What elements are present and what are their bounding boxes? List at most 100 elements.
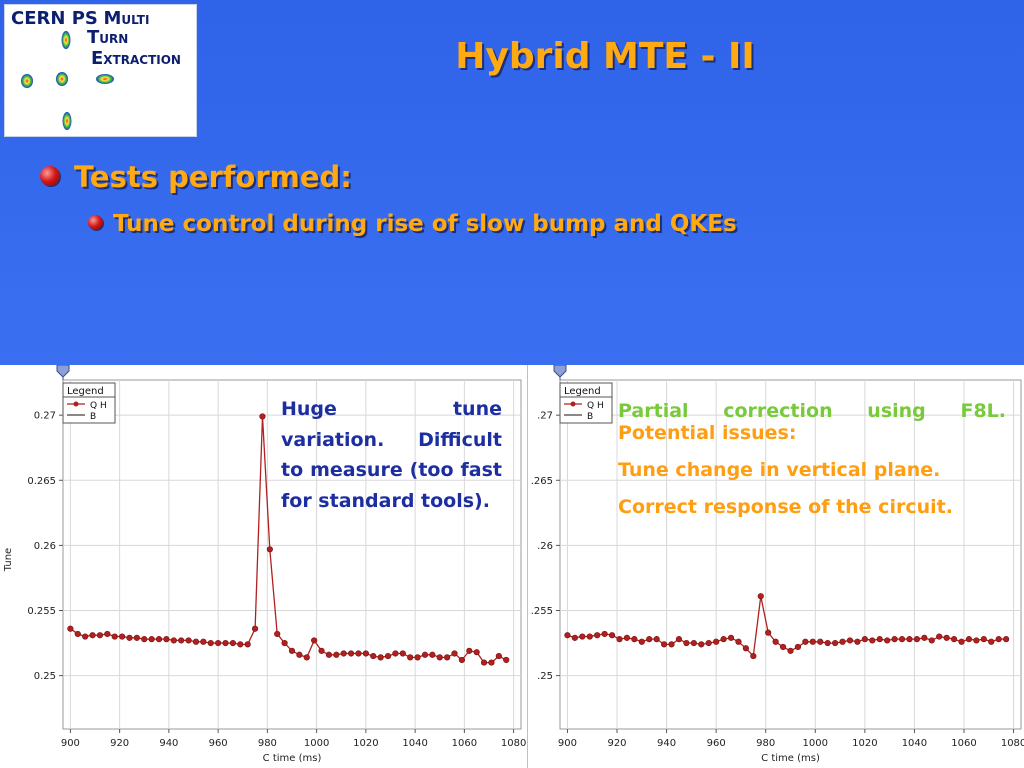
data-point [318, 647, 325, 654]
data-point [750, 652, 757, 660]
y-tick-label: 0.255 [27, 606, 56, 617]
data-point [126, 634, 133, 641]
data-point [675, 636, 683, 643]
chart-panel-left: 900 920 940 960 980 1000 1020 1040 1060 1080 0.25 0… [0, 365, 527, 768]
data-point [921, 634, 928, 641]
plot-area [62, 379, 522, 730]
logo-m: M [103, 8, 122, 29]
data-point [608, 632, 616, 639]
x-tick-label: 940 [657, 738, 676, 749]
data-point [958, 638, 965, 645]
data-point [765, 629, 772, 636]
legend-title: Legend [67, 386, 104, 397]
data-point [141, 636, 148, 643]
data-point [266, 546, 273, 553]
y-tick-label: .27 [537, 411, 553, 422]
x-tick-label: 900 [61, 738, 80, 749]
data-point [288, 647, 296, 654]
logo-urn: URN [99, 32, 129, 46]
legend-box [62, 382, 116, 424]
data-point [296, 651, 303, 658]
data-point [185, 637, 192, 644]
tune-chart-right: 900 920 940 960 980 1000 1020 1040 1060 1080 .25 .2… [531, 365, 1024, 764]
logo-xtraction: XTRACTION [103, 53, 181, 67]
data-point [906, 636, 913, 643]
data-point [727, 634, 735, 641]
y-tick-label: 0.26 [34, 541, 56, 552]
x-axis-label: C time (ms) [761, 753, 820, 764]
legend-marker-qh [73, 401, 79, 407]
y-tick-label: .25 [537, 671, 553, 682]
legend-box [559, 382, 613, 424]
data-point [988, 638, 995, 645]
data-point [579, 633, 586, 640]
data-point [347, 650, 355, 657]
logo-extraction: EXTRACTION [91, 48, 181, 69]
x-tick-label: 960 [707, 738, 726, 749]
data-point [623, 634, 631, 641]
data-point [950, 636, 958, 643]
x-tick-label: 960 [209, 738, 228, 749]
logo-text: CERN PS MULTI [11, 8, 149, 29]
data-point [846, 637, 854, 644]
data-point [200, 638, 207, 645]
data-point [89, 632, 96, 639]
bullet-level2: Tune control during rise of slow bump an… [88, 211, 737, 237]
legend-marker-qh [570, 401, 576, 407]
data-point [653, 636, 660, 643]
data-point [809, 638, 816, 645]
data-point [876, 636, 883, 643]
data-point [178, 637, 185, 644]
data-point [995, 636, 1002, 643]
x-tick-label: 1060 [452, 738, 477, 749]
data-point [787, 647, 794, 654]
data-point [229, 639, 237, 647]
data-point [1003, 636, 1010, 643]
legend-label-qh: Q H [90, 401, 107, 411]
logo-cern-ps: CERN PS [11, 8, 98, 29]
data-point [503, 656, 510, 664]
data-point [690, 639, 697, 647]
bullet-ball-icon [40, 166, 60, 186]
annotation-left: Huge tune variation. Difficult to measur… [281, 398, 502, 512]
x-tick-label: 1020 [852, 738, 877, 749]
data-point [488, 659, 495, 666]
y-tick-label: .26 [537, 541, 553, 552]
bullet-ball-icon [88, 215, 103, 230]
bullet1-text: Tests performed: [74, 160, 352, 194]
data-point [564, 632, 571, 639]
data-point [111, 633, 118, 640]
annotation-potential-issues: Potential issues: [618, 422, 797, 444]
data-point [148, 636, 155, 643]
x-tick-label: 980 [756, 738, 775, 749]
data-point [480, 659, 488, 666]
logo-t: T [87, 27, 100, 48]
data-point [444, 654, 451, 661]
data-point [495, 652, 502, 660]
y-tick-label: .265 [531, 476, 553, 487]
legend-title: Legend [564, 386, 601, 397]
data-point [436, 654, 443, 661]
data-point [311, 637, 318, 644]
data-point [660, 641, 668, 648]
data-point [274, 630, 281, 638]
data-point [601, 630, 608, 638]
data-point [170, 637, 177, 644]
data-point [854, 638, 861, 645]
data-point [340, 650, 347, 657]
y-tick-label: .255 [531, 606, 553, 617]
data-point [222, 639, 229, 647]
data-point [133, 634, 140, 641]
data-point [377, 654, 384, 661]
data-point [237, 641, 244, 648]
data-point [824, 639, 831, 647]
data-point [839, 638, 846, 645]
data-point [414, 654, 421, 661]
data-point [638, 638, 645, 645]
data-point [616, 636, 623, 643]
data-point [594, 632, 601, 639]
data-point [303, 654, 310, 661]
data-point [155, 636, 163, 643]
legend-label-b: B [587, 412, 593, 422]
x-tick-label: 1080 [1001, 738, 1024, 749]
